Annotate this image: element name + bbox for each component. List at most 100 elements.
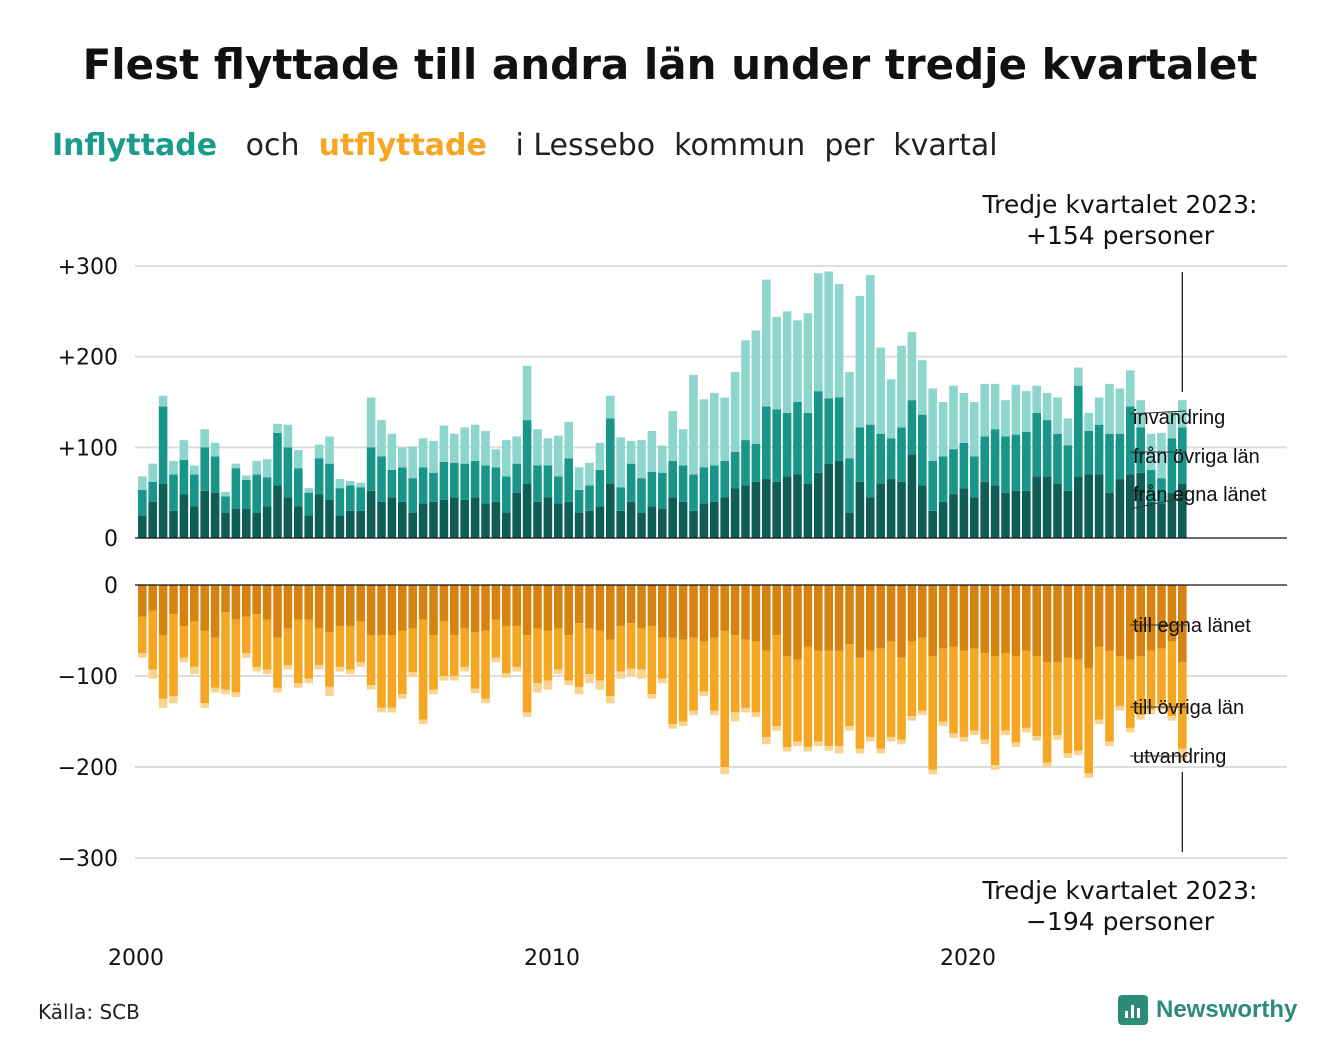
bar-in-1 <box>668 460 677 498</box>
bar-in-2 <box>325 436 334 464</box>
bar-in-1 <box>1042 420 1052 477</box>
bar-out-1 <box>564 635 573 681</box>
bar-in-1 <box>335 488 345 516</box>
bar-out-0 <box>304 585 313 620</box>
bar-in-0 <box>1063 490 1073 538</box>
bar-in-2 <box>200 429 209 448</box>
bar-in-0 <box>834 460 844 538</box>
bar-in-2 <box>221 491 230 497</box>
bar-in-2 <box>814 273 823 392</box>
bar-in-1 <box>273 432 282 486</box>
bar-in-0 <box>585 510 594 538</box>
bar-in-0 <box>522 483 532 538</box>
bar-in-2 <box>408 446 417 479</box>
bar-out-1 <box>158 635 168 699</box>
bar-out-2 <box>959 736 969 742</box>
bar-out-2 <box>335 666 345 672</box>
bar-in-0 <box>876 483 885 538</box>
bar-in-1 <box>1136 427 1145 473</box>
bar-out-0 <box>1032 585 1041 656</box>
bar-out-1 <box>138 616 147 654</box>
bar-in-2 <box>481 431 490 466</box>
bar-in-2 <box>637 440 646 479</box>
bar-out-1 <box>949 646 958 734</box>
bar-out-0 <box>1053 585 1062 663</box>
bar-out-1 <box>1115 655 1125 707</box>
bar-in-2 <box>1105 383 1114 434</box>
bar-out-2 <box>210 687 220 693</box>
bar-out-2 <box>502 673 511 678</box>
bar-in-1 <box>522 420 532 484</box>
bar-out-1 <box>626 623 636 669</box>
bar-out-0 <box>1011 585 1021 656</box>
bar-in-2 <box>970 402 979 457</box>
bar-out-2 <box>283 665 293 670</box>
bar-out-1 <box>304 619 313 679</box>
bar-in-2 <box>938 402 948 457</box>
bar-out-0 <box>699 585 709 642</box>
bar-out-2 <box>938 721 948 727</box>
bar-out-2 <box>491 657 501 663</box>
bar-out-2 <box>179 657 189 663</box>
bar-in-2 <box>1022 391 1031 432</box>
bar-out-2 <box>1084 773 1093 778</box>
bar-in-2 <box>907 332 917 401</box>
bar-out-0 <box>637 585 646 629</box>
bar-out-1 <box>918 637 927 711</box>
bar-out-0 <box>980 585 989 654</box>
bar-in-2 <box>741 340 750 441</box>
y-tick-label: −100 <box>58 665 118 690</box>
bar-out-2 <box>876 748 885 754</box>
bar-out-2 <box>533 683 542 693</box>
bar-out-2 <box>595 680 605 690</box>
bar-out-2 <box>918 710 927 716</box>
bar-in-1 <box>772 409 781 482</box>
bar-in-2 <box>1001 400 1010 437</box>
bar-in-2 <box>720 397 729 461</box>
x-tick-label: 2020 <box>940 946 996 971</box>
bar-out-1 <box>637 628 646 670</box>
bar-out-2 <box>304 678 313 684</box>
bar-in-2 <box>148 463 157 482</box>
bar-out-1 <box>356 621 365 663</box>
bar-out-0 <box>897 585 906 658</box>
bar-out-2 <box>294 683 303 688</box>
bar-in-1 <box>928 460 937 511</box>
bar-in-2 <box>1126 370 1135 407</box>
bar-in-2 <box>1115 388 1125 434</box>
bar-out-1 <box>668 637 677 725</box>
bar-in-2 <box>866 275 875 425</box>
bar-out-2 <box>720 767 729 775</box>
bar-in-2 <box>262 459 272 478</box>
bar-out-2 <box>678 721 688 727</box>
bar-out-1 <box>1032 655 1041 737</box>
bar-in-0 <box>824 463 833 538</box>
bar-out-0 <box>782 585 792 656</box>
bar-out-2 <box>637 669 646 679</box>
bar-in-2 <box>1167 411 1177 439</box>
bar-in-0 <box>512 492 521 538</box>
bar-out-1 <box>294 619 303 684</box>
bar-out-1 <box>335 625 345 667</box>
bar-in-0 <box>658 508 667 538</box>
bar-out-1 <box>1167 641 1177 717</box>
bar-in-1 <box>158 406 168 484</box>
bar-out-1 <box>210 637 220 688</box>
bar-out-0 <box>190 585 199 622</box>
bar-in-1 <box>356 487 365 511</box>
bar-out-0 <box>585 585 594 629</box>
bar-out-0 <box>616 585 625 626</box>
annotation-bottom-line1: Tredje kvartalet 2023: <box>982 876 1258 905</box>
bar-in-2 <box>231 463 241 469</box>
series-label-in: invandring <box>1133 407 1225 429</box>
bar-in-0 <box>231 508 241 538</box>
bar-out-1 <box>1011 655 1021 743</box>
bar-out-0 <box>1115 585 1125 656</box>
bar-in-1 <box>637 478 646 513</box>
bar-out-2 <box>980 739 989 745</box>
bar-out-0 <box>439 585 449 622</box>
bar-in-1 <box>491 467 501 502</box>
y-tick-label: −200 <box>58 756 118 781</box>
bar-in-0 <box>855 481 865 538</box>
bar-in-0 <box>262 506 272 538</box>
